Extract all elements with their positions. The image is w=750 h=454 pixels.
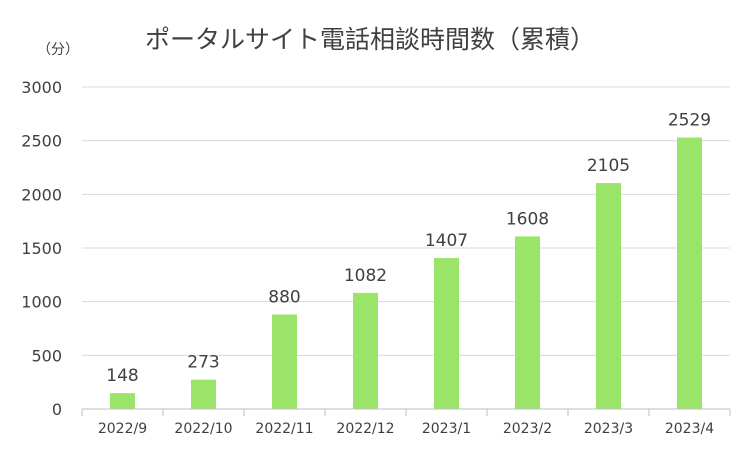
y-tick-label: 1000	[21, 293, 62, 312]
x-axis	[81, 408, 731, 416]
y-tick-label: 500	[31, 346, 62, 365]
bars	[110, 137, 702, 409]
bar	[353, 292, 378, 409]
x-tick-labels: 2022/9 2022/10 2022/11 2022/12 2023/1 2023/2 2…	[98, 421, 714, 437]
bar	[110, 393, 135, 409]
chart-title: ポータルサイト電話相談時間数（累積）	[145, 25, 595, 54]
x-tick-label: 2023/3	[584, 421, 633, 437]
bar	[191, 379, 216, 409]
gridlines	[82, 86, 730, 356]
data-label: 2105	[587, 156, 630, 176]
bar	[272, 314, 297, 409]
data-label: 1407	[425, 231, 468, 251]
x-tick-label: 2022/12	[336, 421, 394, 437]
y-tick-label: 0	[52, 400, 62, 419]
bar	[434, 257, 459, 409]
x-tick-label: 2023/2	[503, 421, 552, 437]
data-labels: 148 273 880 1082 1407 1608 2105 2529	[106, 111, 711, 387]
x-tick-label: 2023/1	[422, 421, 471, 437]
y-tick-labels: 0 500 1000 1500 2000 2500 3000	[21, 78, 62, 419]
y-tick-label: 1500	[21, 239, 62, 258]
bar	[677, 137, 702, 409]
data-label: 880	[268, 288, 300, 308]
bar	[596, 183, 621, 409]
y-axis-label: （分）	[37, 42, 79, 58]
x-tick-label: 2022/9	[98, 421, 147, 437]
bar	[515, 236, 540, 409]
x-tick-label: 2023/4	[665, 421, 714, 437]
y-tick-label: 3000	[21, 78, 62, 97]
data-label: 2529	[668, 111, 711, 131]
y-tick-label: 2000	[21, 185, 62, 204]
x-tick-label: 2022/10	[174, 421, 232, 437]
data-label: 1082	[344, 266, 387, 286]
y-tick-label: 2500	[21, 132, 62, 151]
data-label: 273	[187, 353, 219, 373]
data-label: 148	[106, 366, 138, 386]
data-label: 1608	[506, 209, 549, 229]
x-tick-label: 2022/11	[255, 421, 313, 437]
